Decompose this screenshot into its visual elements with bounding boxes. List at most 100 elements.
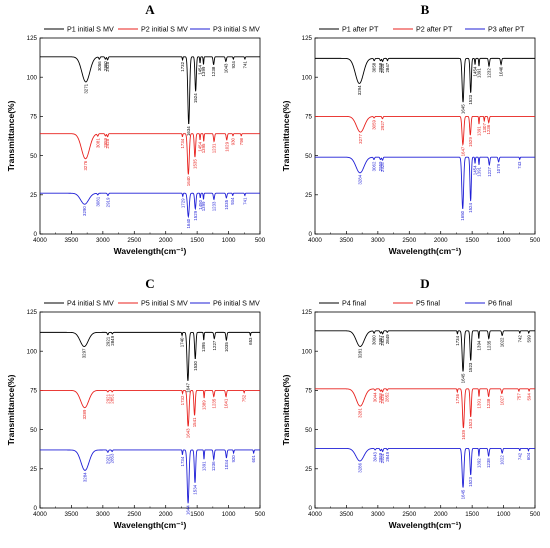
peak-label: 3290 <box>82 206 87 216</box>
x-tick-label: 500 <box>255 237 266 244</box>
peak-label: 1523 <box>468 477 473 487</box>
peak-label: 1389 <box>202 400 207 410</box>
series-line <box>40 449 260 504</box>
peak-label: 1523 <box>468 362 473 372</box>
peak-label: 1736 <box>455 393 460 403</box>
x-tick-label: 1000 <box>222 511 236 518</box>
y-tick-label: 75 <box>305 388 312 395</box>
panel-label: B <box>421 2 430 17</box>
x-tick-label: 2500 <box>127 511 141 518</box>
peak-label: 1645 <box>461 489 466 499</box>
peak-label: 1034 <box>224 459 229 469</box>
x-tick-label: 2500 <box>402 511 416 518</box>
peak-label: 2925 <box>105 138 110 148</box>
peak-label: 653 <box>248 337 253 345</box>
y-tick-label: 100 <box>27 348 38 355</box>
legend-entry: P5 initial S MV <box>141 299 188 308</box>
x-tick-label: 4000 <box>33 511 47 518</box>
y-tick-label: 50 <box>30 153 37 160</box>
peak-label: 1454 <box>198 65 203 75</box>
legend-entry: P1 after PT <box>342 25 379 34</box>
x-tick-label: 2000 <box>159 511 173 518</box>
peak-label: 1523 <box>468 419 473 429</box>
series-line <box>315 388 535 429</box>
y-tick-label: 0 <box>34 231 38 238</box>
peak-label: 2959 <box>378 161 383 171</box>
peak-label: 1634 <box>186 126 191 136</box>
peak-label: 1729 <box>180 198 185 208</box>
peak-label: 1454 <box>473 66 478 76</box>
peak-label: 1235 <box>211 398 216 408</box>
peak-label: 1529 <box>468 137 473 147</box>
peak-label: 1454 <box>198 141 203 151</box>
peak-label: 1238 <box>486 458 491 468</box>
peak-label: 1238 <box>486 398 491 408</box>
peak-label: 3062 <box>371 161 376 171</box>
y-tick-label: 50 <box>305 153 312 160</box>
y-tick-label: 0 <box>309 505 313 512</box>
peak-label: 2926 <box>380 393 385 403</box>
peak-label: 2959 <box>103 137 108 147</box>
legend-entry: P4 initial S MV <box>67 299 114 308</box>
y-tick-label: 125 <box>27 309 38 316</box>
x-tick-label: 1500 <box>465 511 479 518</box>
peak-label: 2921 <box>105 454 110 464</box>
peak-label: 3081 <box>95 138 100 148</box>
y-tick-label: 0 <box>34 505 38 512</box>
peak-label: 1535 <box>192 159 197 169</box>
chart-panel-a: A P1 initial S MV P2 initial S MV P3 initia… <box>6 2 266 256</box>
peak-label: 752 <box>242 394 247 402</box>
peak-label: 1307 <box>482 123 487 133</box>
peak-label: 2959 <box>378 452 383 462</box>
x-tick-label: 3500 <box>65 511 79 518</box>
peak-label: 3284 <box>358 174 363 184</box>
peak-label: 2958 <box>378 62 383 72</box>
peak-label: 1391 <box>476 166 481 176</box>
legend-entry: P3 initial S MV <box>213 25 260 34</box>
peak-label: 3294 <box>357 85 362 95</box>
x-tick-label: 4000 <box>33 237 47 244</box>
peak-label: 2921 <box>105 336 110 346</box>
legend-entry: P5 final <box>416 299 440 308</box>
peak-label: 1392 <box>476 458 481 468</box>
peak-label: 742 <box>517 452 522 460</box>
series-line <box>40 192 260 219</box>
peak-label: 1391 <box>201 461 206 471</box>
peak-label: 1391 <box>476 68 481 78</box>
x-tick-label: 1000 <box>222 237 236 244</box>
x-tick-label: 1500 <box>190 511 204 518</box>
peak-label: 1645 <box>461 373 466 383</box>
peak-label: 1454 <box>473 165 478 175</box>
x-tick-label: 500 <box>530 511 541 518</box>
series-line <box>40 389 260 427</box>
x-axis-title: Wavelength(cm⁻¹) <box>114 520 187 530</box>
peak-label: 798 <box>239 137 244 145</box>
y-tick-label: 25 <box>305 192 312 199</box>
peak-label: 2853 <box>110 453 115 463</box>
peak-label: 757 <box>516 393 521 401</box>
peak-label: 1643 <box>186 428 191 438</box>
peak-label: 1645 <box>461 104 466 114</box>
peak-label: 2925 <box>380 63 385 73</box>
x-tick-label: 3500 <box>65 237 79 244</box>
y-tick-label: 75 <box>305 114 312 121</box>
peak-label: 1231 <box>212 143 217 153</box>
peak-label: 1041 <box>223 398 228 408</box>
x-tick-label: 3000 <box>96 237 110 244</box>
peak-label: 3058 <box>372 62 377 72</box>
y-tick-label: 100 <box>302 348 313 355</box>
x-tick-label: 2500 <box>402 237 416 244</box>
peak-label: 1732 <box>180 61 185 71</box>
peak-label: 1235 <box>486 340 491 350</box>
peak-label: 3281 <box>358 408 363 418</box>
y-tick-label: 100 <box>27 74 38 81</box>
peak-label: 1523 <box>468 94 473 104</box>
x-tick-label: 3500 <box>340 511 354 518</box>
peak-label: 1524 <box>468 203 473 213</box>
series-line <box>315 156 535 209</box>
chart-panel-b: B P1 after PT P2 after PT P3 after PT 4000 35… <box>281 2 541 256</box>
peak-label: 2849 <box>385 334 390 344</box>
peak-label: 1035 <box>224 199 229 209</box>
peak-label: 3060 <box>372 335 377 345</box>
